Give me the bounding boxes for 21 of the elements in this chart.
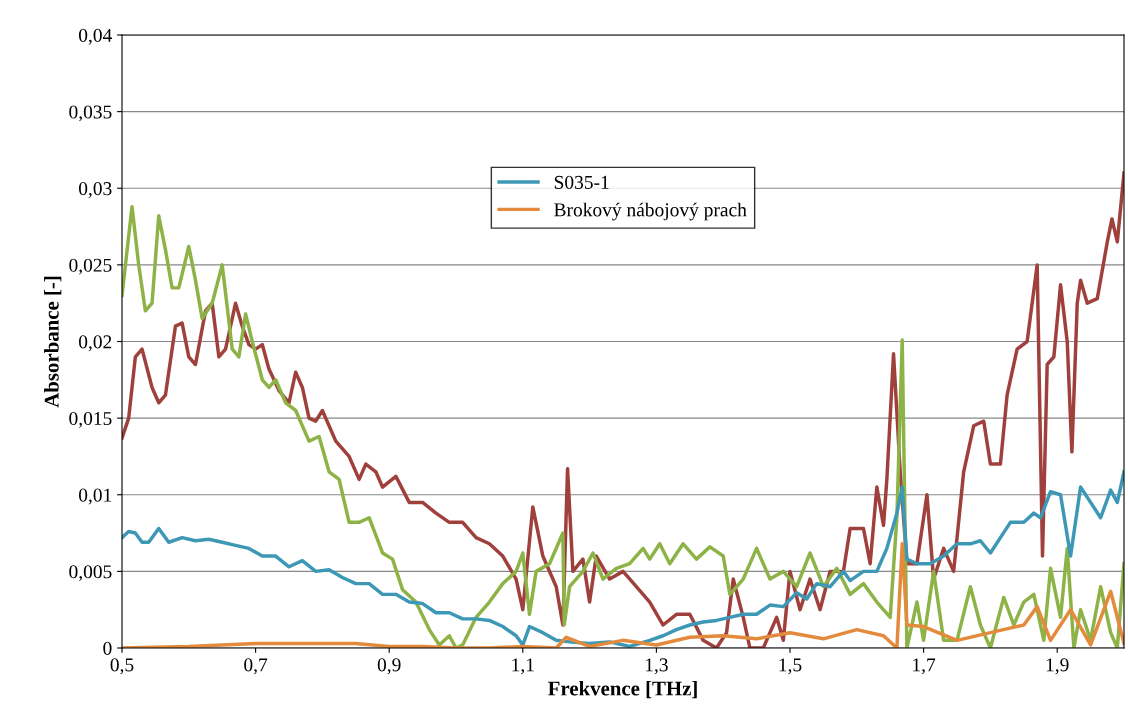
y-tick-label: 0,025 xyxy=(69,258,112,275)
legend-label: S035-1 xyxy=(554,175,609,189)
x-tick-label: 1,3 xyxy=(645,658,668,675)
x-tick-label: 1,7 xyxy=(913,658,936,675)
y-tick-label: 0,04 xyxy=(78,28,112,45)
x-tick-label: 0,7 xyxy=(244,658,268,675)
x-tick-label: 1,1 xyxy=(512,658,534,675)
y-axis-title: Absorbance [-] xyxy=(44,276,62,408)
y-tick-label: 0,02 xyxy=(78,335,112,352)
x-tick-label: 1,5 xyxy=(779,658,802,675)
y-tick-label: 0,015 xyxy=(69,411,112,428)
x-tick-label: 0,9 xyxy=(377,658,401,675)
legend-label: Brokový nábojový prach xyxy=(554,202,747,221)
x-axis-title: Frekvence [THz] xyxy=(548,680,697,699)
y-tick-label: 0 xyxy=(103,641,112,655)
y-tick-label: 0,005 xyxy=(69,565,112,582)
x-tick-label: 1,9 xyxy=(1046,658,1069,675)
x-tick-label: 0,5 xyxy=(110,658,134,675)
y-tick-label: 0,01 xyxy=(78,488,112,505)
y-tick-label: 0,03 xyxy=(78,182,112,198)
y-tick-label: 0,035 xyxy=(69,105,112,122)
